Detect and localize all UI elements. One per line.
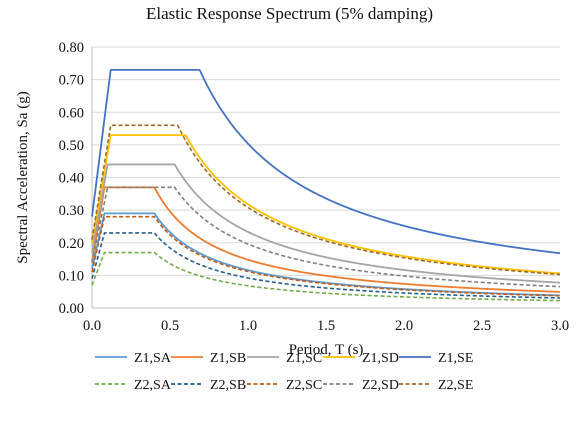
y-tick-label: 0.80 <box>59 40 84 56</box>
series-line-z1-se <box>91 68 561 255</box>
legend-label: Z2,SD <box>362 378 399 393</box>
legend-label: Z1,SD <box>362 351 399 366</box>
series-line-z2-sd <box>91 186 561 288</box>
legend-label: Z1,SC <box>286 351 322 366</box>
legend-label: Z1,SA <box>134 351 172 366</box>
x-tick-label: 0.5 <box>161 318 179 334</box>
y-tick-label: 0.30 <box>59 203 84 219</box>
legend-label: Z2,SC <box>286 378 322 393</box>
x-tick-label: 2.5 <box>473 318 491 334</box>
y-axis-label: Spectral Acceleration, Sa (g) <box>15 91 31 263</box>
y-tick-label: 0.70 <box>59 73 84 89</box>
legend-label: Z2,SA <box>134 378 172 393</box>
x-tick-label: 1.5 <box>317 318 335 334</box>
chart-title: Elastic Response Spectrum (5% damping) <box>145 4 434 23</box>
x-tick-label: 1.0 <box>239 318 257 334</box>
series-line-z2-se <box>91 124 561 276</box>
x-axis-label: Period, T (s) <box>289 342 364 358</box>
y-tick-label: 0.50 <box>59 138 84 154</box>
legend-label: Z2,SE <box>438 378 473 393</box>
series-line-z2-sb <box>91 232 561 299</box>
series-line-z1-sd <box>91 134 561 275</box>
series-line-z1-sc <box>91 163 561 284</box>
y-tick-label: 0.00 <box>59 301 84 317</box>
series-line-z1-sa <box>91 212 561 297</box>
series-line-z2-sa <box>91 251 561 302</box>
x-tick-label: 3.0 <box>551 318 569 334</box>
x-tick-label: 0.0 <box>83 318 101 334</box>
legend-label: Z2,SB <box>210 378 246 393</box>
y-tick-label: 0.20 <box>59 236 84 252</box>
series-line-z1-sb <box>91 186 561 293</box>
legend-label: Z1,SE <box>438 351 473 366</box>
y-tick-label: 0.10 <box>59 268 84 284</box>
x-tick-label: 2.0 <box>395 318 413 334</box>
y-tick-label: 0.40 <box>59 171 84 187</box>
series-line-z2-sc <box>91 215 561 297</box>
legend-label: Z1,SB <box>210 351 246 366</box>
y-tick-label: 0.60 <box>59 105 84 121</box>
